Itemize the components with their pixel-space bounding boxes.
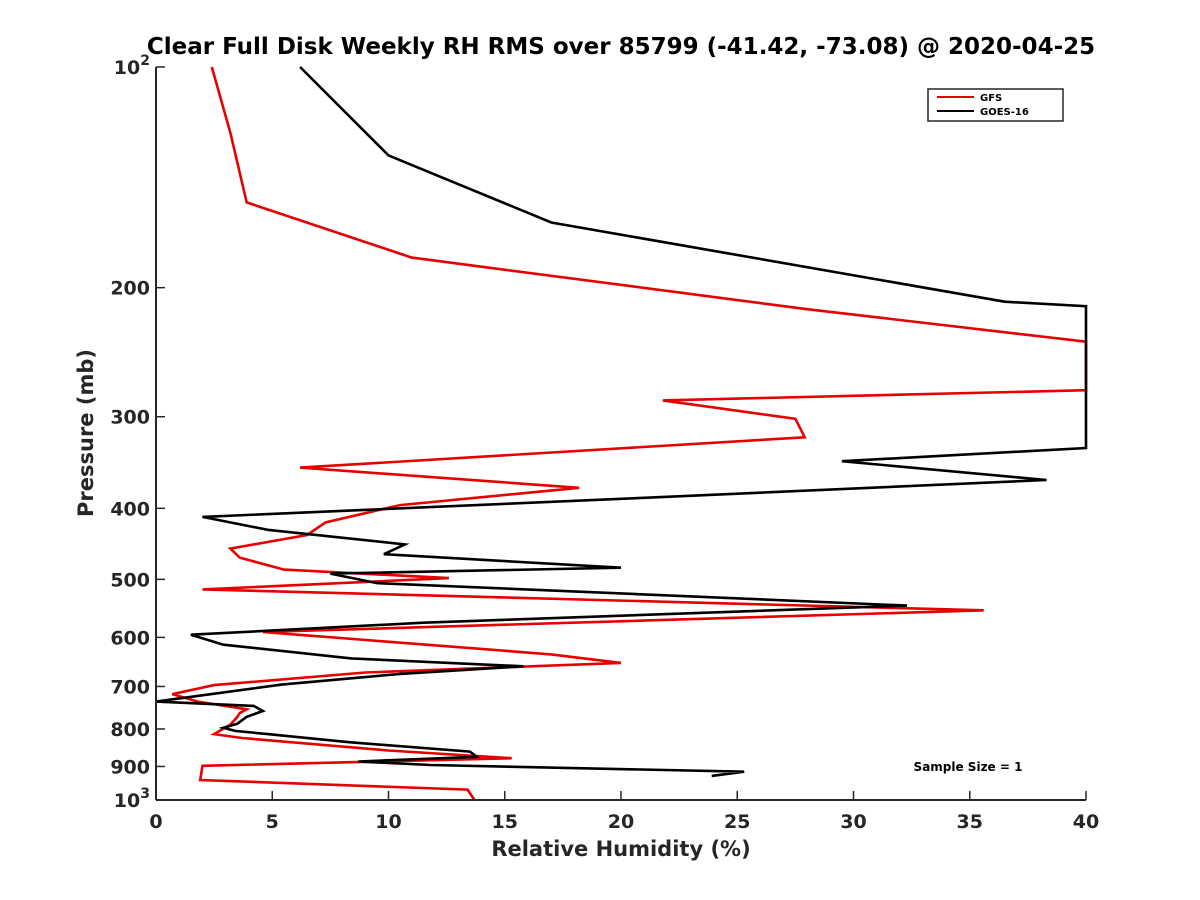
y-tick-label: 800 [110,719,150,741]
series-line-gfs [171,66,1088,801]
legend-label-goes-16: GOES-16 [980,107,1029,118]
y-tick-label: 600 [110,627,150,649]
x-tick-label: 0 [149,811,162,833]
x-tick-label: 35 [957,811,983,833]
y-tick-label: 700 [110,676,150,698]
legend-box [927,88,1064,122]
y-tick-label: 200 [110,278,150,300]
y-tick-label: 103 [114,786,150,812]
x-tick-label: 40 [1073,811,1099,833]
sample-size-annotation: Sample Size = 1 [914,760,1023,774]
y-axis-label: Pressure (mb) [74,349,98,517]
x-tick-label: 15 [492,811,518,833]
x-tick-label: 20 [608,811,634,833]
x-axis-label: Relative Humidity (%) [491,837,750,861]
y-tick-label: 102 [114,53,150,79]
ticks-layer: 0 5 10 15 20 25 30 35 40 102 200 300 400 500 600 700 800… [110,53,1099,833]
x-tick-label: 5 [266,811,279,833]
y-tick-label: 900 [110,756,150,778]
y-tick-label: 500 [110,569,150,591]
x-tick-label: 10 [375,811,401,833]
x-tick-label: 25 [724,811,750,833]
legend-label-gfs: GFS [980,93,1002,104]
x-tick-label: 30 [840,811,866,833]
y-tick-label: 400 [110,498,150,520]
legend: GFS GOES-16 [927,88,1064,122]
chart-title: Clear Full Disk Weekly RH RMS over 85799… [147,34,1095,60]
series-line-goes-16 [155,66,1088,778]
y-tick-label: 300 [110,407,150,429]
series-layer [155,66,1088,801]
